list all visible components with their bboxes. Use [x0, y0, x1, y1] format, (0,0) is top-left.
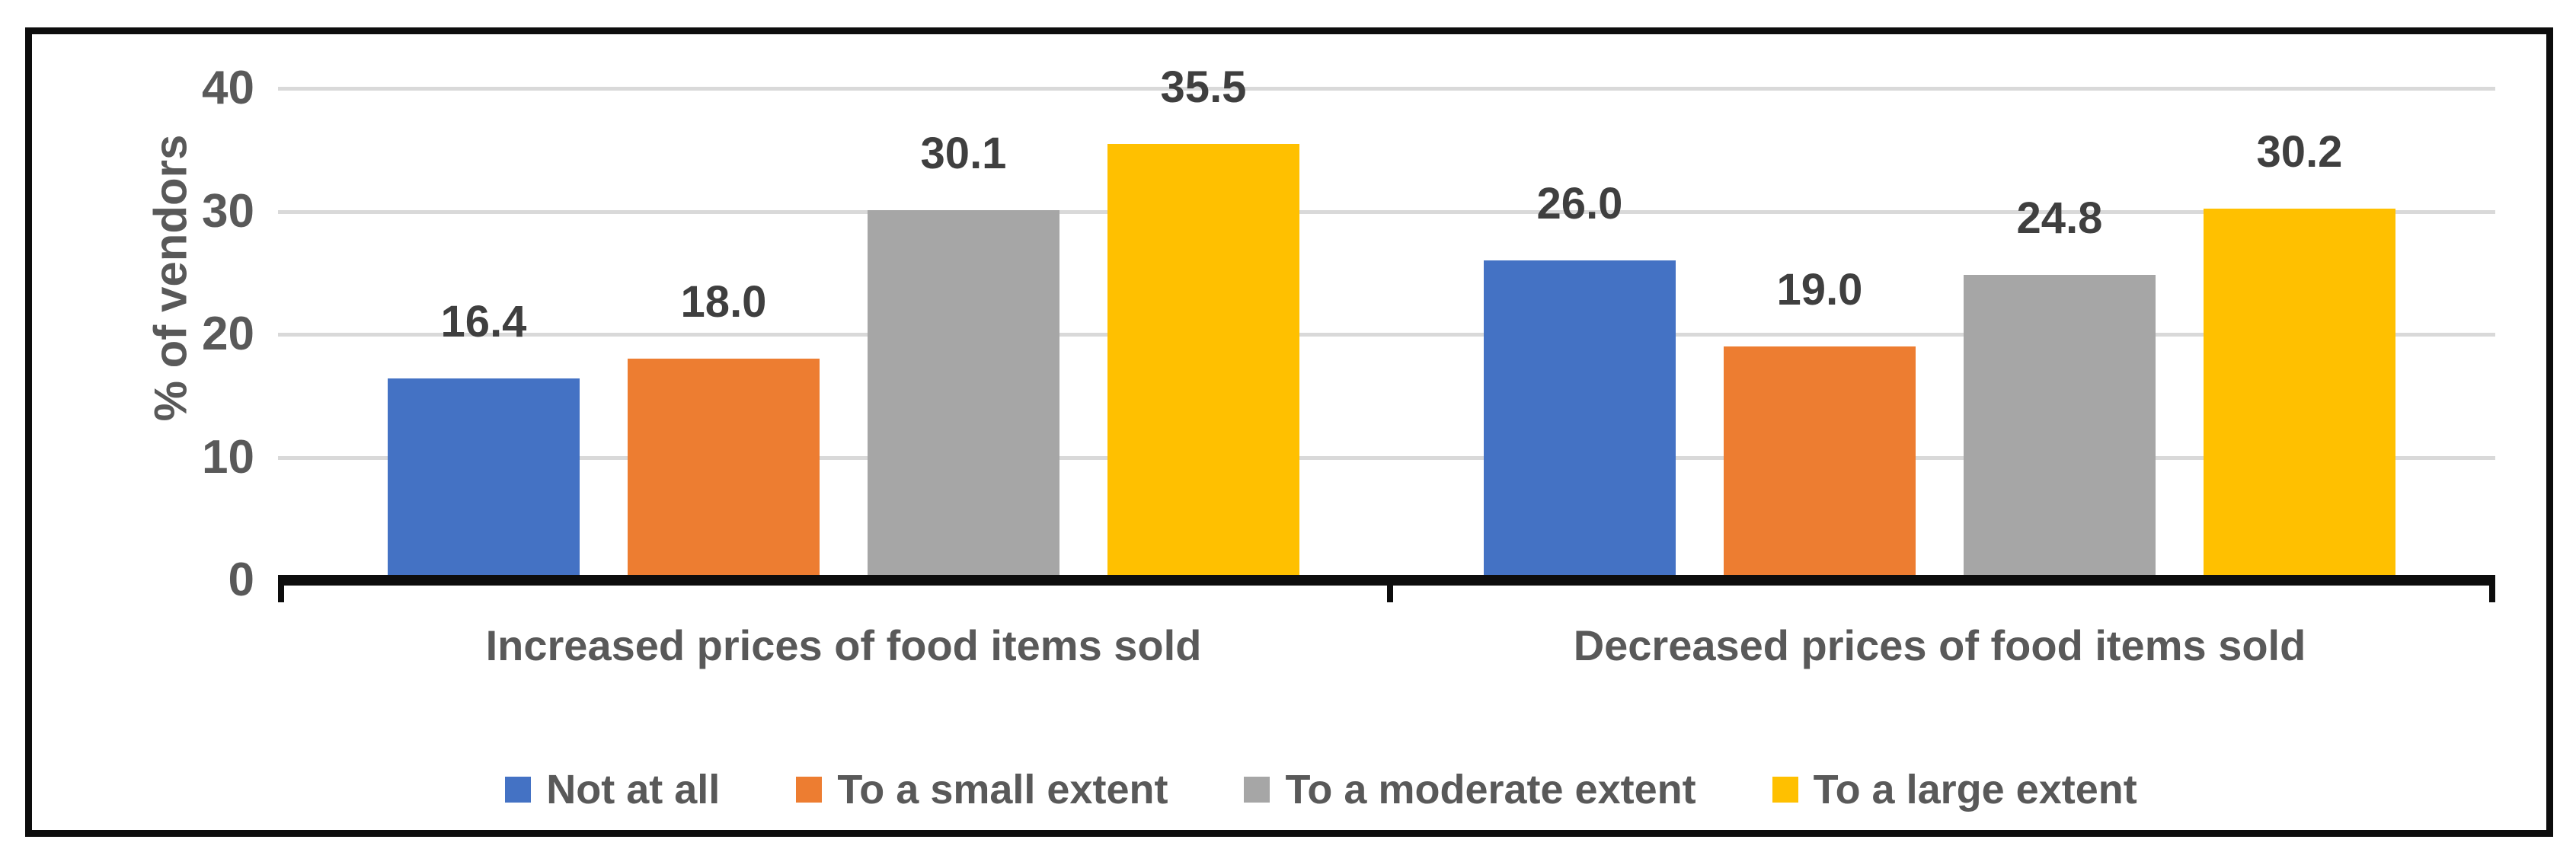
y-tick-label-30: 30: [202, 184, 254, 238]
bar-not-at-all-group2: [1484, 260, 1676, 575]
legend-marker-icon: [796, 777, 823, 803]
y-tick-label-40: 40: [202, 62, 254, 114]
bar-to-a-moderate-extent-group1: [868, 209, 1059, 575]
legend-label: Not at all: [546, 767, 721, 812]
legend: Not at all To a small extent To a moderate…: [57, 752, 2576, 828]
y-axis-title: % of vendors: [145, 134, 197, 422]
gridline-40: [278, 87, 2495, 91]
bar-value-label: 16.4: [440, 297, 527, 347]
category-label-1: Increased prices of food items sold: [485, 621, 1202, 669]
legend-item-to-a-moderate-extent: To a moderate extent: [1244, 766, 1696, 813]
bar-to-a-small-extent-group2: [1724, 346, 1916, 575]
x-axis-line: [278, 575, 2495, 586]
y-tick-label-20: 20: [202, 308, 254, 360]
legend-item-to-a-large-extent: To a large extent: [1772, 766, 2137, 813]
bar-to-a-large-extent-group2: [2204, 209, 2395, 575]
legend-item-to-a-small-extent: To a small extent: [796, 766, 1168, 813]
gridline-10: [278, 455, 2495, 460]
x-axis-tick-1: [1387, 575, 1393, 602]
bar-value-label: 19.0: [1776, 265, 1863, 315]
bar-value-label: 35.5: [1160, 62, 1247, 112]
y-tick-label-10: 10: [202, 430, 254, 484]
bar-to-a-moderate-extent-group2: [1964, 275, 2156, 575]
y-tick-label-0: 0: [228, 554, 254, 606]
legend-label: To a small extent: [837, 767, 1168, 812]
bar-to-a-large-extent-group1: [1107, 143, 1299, 575]
bar-to-a-small-extent-group1: [628, 359, 820, 575]
bar-value-label: 24.8: [2016, 193, 2103, 244]
legend-marker-icon: [1772, 777, 1798, 803]
bar-value-label: 26.0: [1536, 179, 1623, 229]
bar-value-label: 30.1: [920, 128, 1007, 178]
category-label-2: Decreased prices of food items sold: [1573, 621, 2306, 669]
chart-frame: % of vendors 0 10 20 30 40 16.4 18.0 30.1 35.5 2…: [25, 27, 2553, 837]
x-axis-tick-2: [2489, 575, 2495, 602]
legend-label: To a large extent: [1813, 767, 2137, 812]
x-axis-tick-0: [278, 575, 284, 602]
legend-marker-icon: [1244, 777, 1270, 803]
gridline-30: [278, 209, 2495, 214]
legend-item-not-at-all: Not at all: [505, 766, 720, 813]
bar-value-label: 18.0: [680, 277, 767, 327]
bar-value-label: 30.2: [2256, 127, 2343, 177]
gridline-20: [278, 333, 2495, 337]
legend-marker-icon: [505, 777, 532, 803]
bar-not-at-all-group1: [388, 378, 580, 575]
legend-label: To a moderate extent: [1285, 767, 1696, 812]
